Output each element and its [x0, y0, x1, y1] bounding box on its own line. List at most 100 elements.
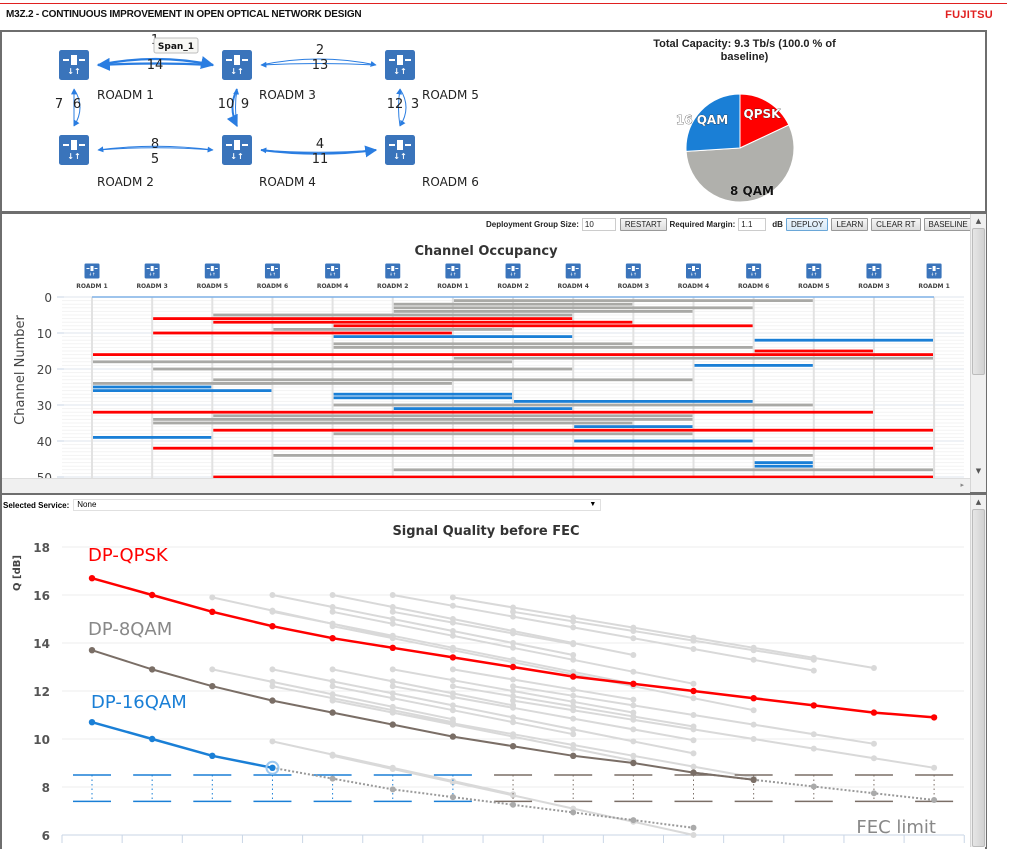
roadm-column-icon[interactable]: ↓↑ — [926, 263, 942, 279]
series-point[interactable] — [269, 764, 276, 771]
roadm-column-icon[interactable]: ↓↑ — [385, 263, 401, 279]
roadm-column-icon[interactable]: ↓↑ — [686, 263, 701, 279]
dropdown-caret-icon: ▼ — [589, 501, 597, 508]
inactive-service-point — [389, 766, 396, 772]
occupancy-horizontal-scrollbar[interactable]: ▸ — [2, 478, 970, 493]
signal-y-tick: 12 — [33, 685, 50, 699]
roadm-column-label: ROADM 3 — [858, 283, 889, 290]
series-point[interactable] — [269, 623, 276, 630]
roadm-column-icon[interactable]: ↓↑ — [866, 263, 882, 279]
series-point[interactable] — [88, 647, 96, 654]
span-link[interactable] — [96, 57, 214, 71]
roadm-node-icon[interactable]: ↓↑ — [385, 50, 415, 80]
span-link[interactable] — [260, 145, 378, 158]
roadm-icon-glyph — [391, 266, 395, 271]
span-link[interactable] — [233, 88, 240, 127]
occupancy-vertical-scrollbar[interactable]: ▲ ▼ — [970, 214, 986, 492]
scrollbar-thumb[interactable] — [972, 509, 985, 847]
roadm-node-icon[interactable]: ↓↑ — [222, 135, 252, 165]
series-point[interactable] — [209, 752, 216, 759]
inactive-service-point — [690, 680, 697, 687]
series-point[interactable] — [570, 752, 577, 759]
series-point[interactable] — [810, 702, 817, 709]
required-margin-input[interactable]: 1.1 — [738, 217, 767, 231]
clear-rt-button[interactable]: CLEAR RT — [871, 217, 921, 231]
scroll-right-arrow-icon[interactable]: ▸ — [960, 481, 964, 489]
series-point[interactable] — [389, 721, 396, 728]
deploy-button[interactable]: DEPLOY — [785, 217, 829, 231]
series-point[interactable] — [930, 714, 938, 721]
roadm-column-icon[interactable]: ↓↑ — [264, 263, 280, 279]
roadm-arrows-glyph: ↓↑ — [230, 67, 243, 76]
span-link[interactable] — [97, 145, 214, 153]
roadm-column-icon[interactable]: ↓↑ — [144, 263, 160, 279]
roadm-column-icon[interactable]: ↓↑ — [806, 263, 822, 279]
roadm-column-icon[interactable]: ↓↑ — [445, 263, 461, 279]
roadm-node-icon[interactable]: ↓↑ — [59, 50, 89, 80]
roadm-icon-glyph — [335, 268, 339, 269]
series-point[interactable] — [570, 673, 577, 680]
series-point[interactable] — [148, 735, 156, 743]
scroll-down-arrow-icon[interactable]: ▼ — [975, 467, 982, 475]
series-point[interactable] — [750, 695, 757, 702]
occupancy-y-tick: 10 — [37, 327, 52, 341]
span-label: 7 — [55, 97, 63, 112]
series-point[interactable] — [148, 591, 156, 599]
roadm-node-icon[interactable]: ↓↑ — [385, 135, 415, 165]
series-point[interactable] — [389, 644, 396, 651]
roadm-icon-glyph — [567, 268, 571, 269]
roadm-column-icon[interactable]: ↓↑ — [505, 263, 521, 279]
capacity-title-line2: baseline) — [720, 51, 769, 63]
series-point[interactable] — [750, 776, 757, 783]
baseline-button[interactable]: BASELINE — [923, 217, 973, 231]
series-point[interactable] — [329, 635, 336, 642]
span-tooltip-box — [153, 37, 199, 54]
roadm-column-icon[interactable]: ↓↑ — [84, 263, 100, 279]
series-point[interactable] — [870, 709, 878, 716]
restart-button[interactable]: RESTART — [619, 217, 667, 231]
roadm-node-icon[interactable]: ↓↑ — [59, 135, 89, 165]
span-link[interactable] — [260, 58, 377, 67]
selected-service-dropdown[interactable]: None ▼ — [73, 499, 602, 511]
roadm-icon-glyph — [627, 268, 631, 269]
series-point[interactable] — [88, 719, 96, 726]
signal-vertical-scrollbar[interactable]: ▲ — [970, 495, 986, 847]
scrollbar-thumb[interactable] — [972, 228, 985, 375]
series-point[interactable] — [449, 654, 457, 661]
series-point[interactable] — [209, 683, 216, 690]
roadm-icon-glyph — [387, 268, 391, 269]
series-point[interactable] — [209, 608, 216, 615]
series-point[interactable] — [690, 687, 697, 695]
series-point[interactable] — [88, 575, 96, 582]
span-link[interactable] — [260, 61, 377, 68]
scroll-up-arrow-icon[interactable]: ▲ — [975, 217, 982, 225]
series-point[interactable] — [690, 769, 697, 776]
series-point[interactable] — [630, 680, 637, 687]
roadm-column-icon[interactable]: ↓↑ — [325, 263, 341, 279]
series-point[interactable] — [449, 733, 457, 740]
span-link[interactable] — [399, 88, 407, 127]
scroll-up-arrow-icon[interactable]: ▲ — [975, 498, 982, 506]
series-point[interactable] — [509, 663, 517, 671]
span-link[interactable] — [97, 146, 214, 153]
inactive-service-trace — [332, 625, 754, 712]
group-size-input[interactable]: 10 — [581, 217, 616, 231]
roadm-node-icon[interactable]: ↓↑ — [222, 50, 252, 80]
learn-button[interactable]: LEARN — [831, 217, 869, 231]
series-point[interactable] — [148, 666, 156, 673]
roadm-column-icon[interactable]: ↓↑ — [746, 263, 762, 279]
series-point[interactable] — [269, 697, 276, 704]
below-fec-point — [810, 783, 817, 790]
inactive-service-point — [389, 592, 396, 598]
series-line — [91, 720, 273, 770]
span-link[interactable] — [396, 88, 403, 127]
series-point[interactable] — [329, 709, 336, 716]
roadm-column-icon[interactable]: ↓↑ — [204, 263, 220, 279]
roadm-column-icon[interactable]: ↓↑ — [625, 263, 641, 279]
series-point[interactable] — [509, 743, 517, 750]
series-point[interactable] — [630, 759, 637, 767]
inactive-service-point — [810, 745, 817, 752]
inactive-service-point — [690, 646, 697, 652]
roadm-column-icon[interactable]: ↓↑ — [565, 263, 581, 279]
channel-occupancy-bar — [93, 436, 212, 439]
